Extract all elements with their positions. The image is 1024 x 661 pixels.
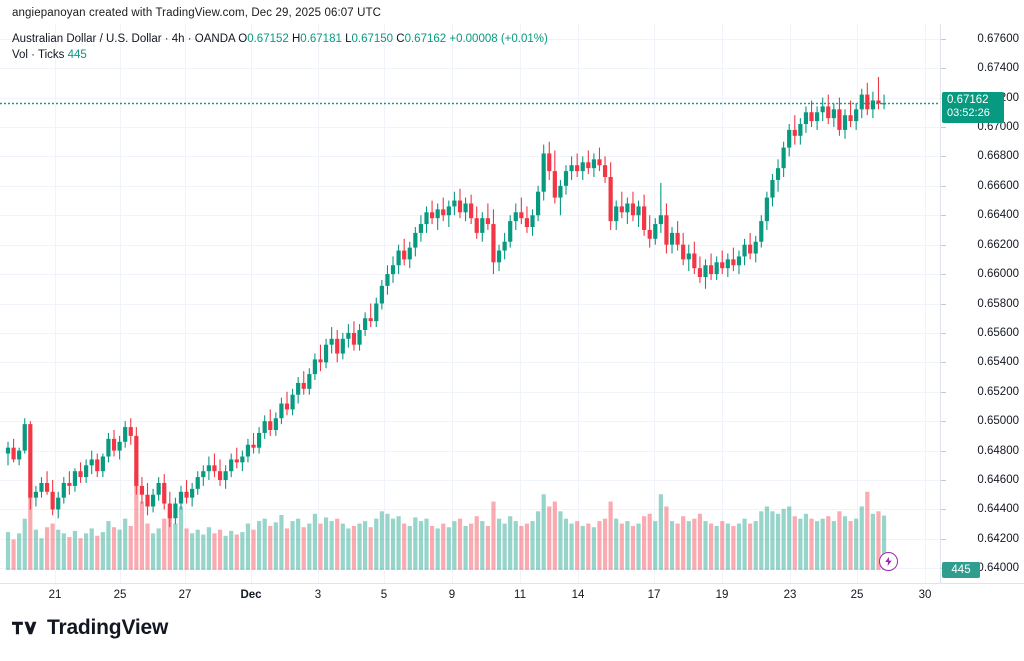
current-price-value: 0.67162 [947,94,989,107]
legend-change-value: +0.00008 (+0.01%) [449,33,548,45]
price-axis-tick: 0.66600 [977,179,1019,192]
price-axis-dash [941,421,946,422]
price-axis-tick: 0.66000 [977,268,1019,281]
tradingview-wordmark: TradingView [47,616,169,639]
price-axis-tick: 0.64600 [977,474,1019,487]
time-axis-tick: Dec [240,589,262,601]
price-axis-dash [941,539,946,540]
time-axis-tick: 14 [571,589,585,601]
price-axis-tick: 0.64200 [977,532,1019,545]
legend-close-label: C [396,33,405,45]
price-axis-tick: 0.65200 [977,385,1019,398]
time-axis-tick: 27 [178,589,192,601]
legend-close-value: 0.67162 [404,33,447,45]
price-axis-dash [941,245,946,246]
price-axis-tick: 0.64800 [977,444,1019,457]
legend-symbol: Australian Dollar / U.S. Dollar · 4h · O… [12,33,236,45]
price-axis-tick: 0.65000 [977,415,1019,428]
legend-high-value: 0.67181 [300,33,342,45]
price-axis-dash [941,480,946,481]
time-axis-tick: 25 [850,589,864,601]
price-axis-tick: 0.64000 [977,562,1019,575]
realtime-lightning-icon[interactable] [879,552,899,571]
time-axis[interactable]: 21 25 27 Dec 3 5 9 11 14 17 19 23 25 30 [0,583,1024,609]
price-axis-dash [941,451,946,452]
tradingview-logo-icon [12,621,37,635]
time-axis-tick: 17 [647,589,661,601]
price-axis-tick: 0.66200 [977,238,1019,251]
price-axis-tick: 0.66400 [977,209,1019,222]
chart-legend: Australian Dollar / U.S. Dollar · 4h · O… [12,32,548,63]
time-axis-tick: 30 [918,589,932,601]
volume-value-badge: 445 [942,562,980,578]
price-axis-tick: 0.65800 [977,297,1019,310]
attribution-text: angiepanoyan created with TradingView.co… [12,7,382,19]
time-axis-tick: 11 [514,589,526,601]
legend-volume-value: 445 [67,49,87,61]
price-axis-tick: 0.67400 [977,62,1019,75]
price-axis-dash [941,186,946,187]
price-axis-tick: 0.66800 [977,150,1019,163]
tradingview-footer-logo: TradingView [12,616,168,640]
time-axis-tick: 25 [113,589,127,601]
legend-low-label: L [345,33,352,45]
legend-low-value: 0.67150 [351,33,394,45]
legend-volume-row: Vol · Ticks 445 [12,48,548,63]
chart-plot-area[interactable] [0,24,940,583]
legend-open-value: 0.67152 [247,33,289,45]
legend-high-label: H [291,33,301,45]
time-axis-tick: 9 [448,589,456,601]
price-axis-dash [941,68,946,69]
legend-volume-label: Vol · Ticks [12,49,65,61]
time-axis-tick: 23 [783,589,797,601]
chart-frame: Australian Dollar / U.S. Dollar · 4h · O… [0,24,1024,609]
price-axis-dash [941,215,946,216]
price-axis-dash [941,509,946,510]
price-axis-dash [941,362,946,363]
time-axis-tick: 19 [715,589,729,601]
chart-gridlines [0,24,940,583]
bar-countdown-value: 03:52:26 [947,107,990,120]
price-axis-dash [941,333,946,334]
price-axis-dash [941,39,946,40]
time-axis-tick: 3 [314,589,322,601]
current-price-badge: 0.67162 03:52:26 [942,92,1004,124]
price-axis-tick: 0.67000 [977,120,1019,133]
time-axis-tick: 21 [48,589,62,601]
price-axis-dash [941,127,946,128]
price-axis[interactable]: 0.67162 03:52:26 445 0.676000.674000.672… [940,24,1024,583]
time-axis-tick: 5 [380,589,388,601]
price-axis-tick: 0.67600 [977,32,1019,45]
candlestick-series [0,76,940,570]
legend-ohlc-row: Australian Dollar / U.S. Dollar · 4h · O… [12,32,548,47]
price-axis-tick: 0.65400 [977,356,1019,369]
price-axis-tick: 0.65600 [977,326,1019,339]
legend-open-label: O [238,33,248,45]
price-axis-dash [941,304,946,305]
price-axis-dash [941,156,946,157]
price-axis-dash [941,392,946,393]
price-axis-tick: 0.64400 [977,503,1019,516]
price-axis-dash [941,274,946,275]
